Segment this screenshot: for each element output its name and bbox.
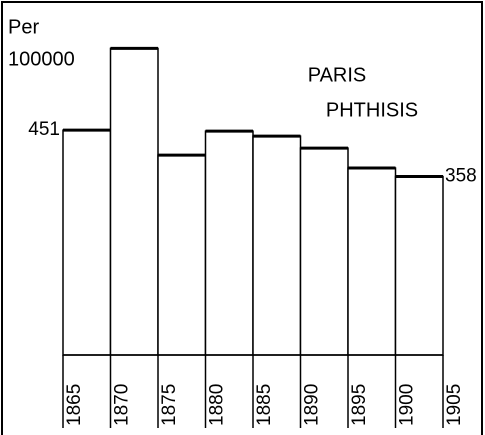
y-axis-label: Per: [8, 16, 39, 38]
bar: [157, 154, 207, 356]
x-tick-label: 1900: [397, 384, 418, 426]
data-label: 451: [28, 119, 60, 140]
x-tick-label: 1875: [159, 384, 180, 426]
data-label: 358: [445, 166, 477, 187]
bar: [252, 135, 302, 356]
bar: [204, 130, 254, 356]
x-tick-label: 1885: [254, 384, 275, 426]
x-tick-label: 1880: [207, 384, 228, 426]
x-tick-label: 1890: [302, 384, 323, 426]
bar: [109, 47, 159, 356]
chart-title: PARIS: [308, 64, 367, 86]
x-tick-label: 1865: [64, 384, 85, 426]
chart-title: PHTHISIS: [326, 99, 418, 121]
x-tick-label: 1870: [112, 384, 133, 426]
y-axis-label: 100000: [8, 48, 75, 70]
x-tick-label: 1895: [349, 384, 370, 426]
bar: [394, 175, 444, 356]
bar: [62, 129, 112, 356]
x-tick-label: 1905: [444, 384, 465, 426]
bar: [299, 147, 349, 356]
bar: [347, 167, 397, 356]
